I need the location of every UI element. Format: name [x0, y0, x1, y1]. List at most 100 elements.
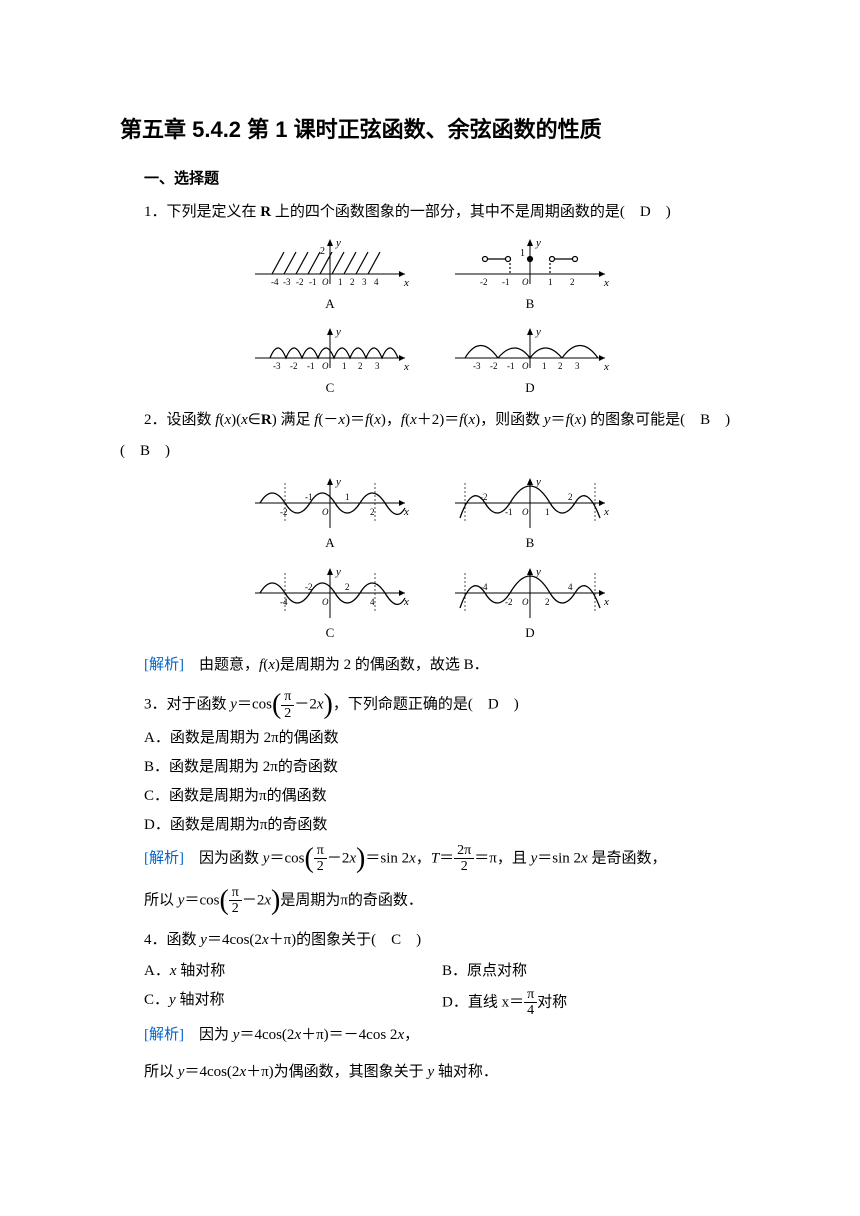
svg-text:3: 3 — [575, 361, 580, 371]
question-2: 2．设函数 f(x)(x∈R) 满足 f(－x)＝f(x)，f(x＋2)＝f(x… — [144, 407, 740, 434]
q1-label-b: B — [526, 292, 535, 315]
question-1: 1．下列是定义在 R 上的四个函数图象的一部分，其中不是周期函数的是( D ) — [144, 199, 740, 226]
svg-text:4: 4 — [374, 277, 379, 287]
svg-text:y: y — [535, 326, 541, 338]
q2-text-tail: 的图象可能是( B ) — [586, 412, 730, 428]
svg-text:-3: -3 — [273, 361, 281, 371]
q1-graph-b: x y 1 -2-1 O 12 — [450, 234, 610, 294]
q3-analysis-l2-end: 是周期为π的奇函数． — [280, 892, 423, 908]
svg-text:2: 2 — [345, 582, 350, 592]
svg-text:O: O — [522, 361, 529, 371]
q2-label-d: D — [525, 621, 534, 644]
svg-text:-2: -2 — [296, 277, 304, 287]
section-header: 一、选择题 — [144, 166, 740, 193]
svg-text:2: 2 — [545, 597, 550, 607]
svg-text:2: 2 — [370, 507, 375, 517]
svg-text:O: O — [322, 277, 329, 287]
q3-analysis-pre: 因为函数 — [184, 850, 263, 866]
q1-label-d: D — [525, 376, 534, 399]
q2-graph-c: x y -22 -44 O — [250, 563, 410, 623]
q2-text-mid2: ， — [386, 412, 401, 428]
svg-text:-3: -3 — [283, 277, 291, 287]
q2-graphs-row1: x y -11 -22 O A x y -22 -11 O B — [120, 473, 740, 554]
svg-text:1: 1 — [548, 277, 553, 287]
q3-opt-d: D．函数是周期为π的奇函数 — [144, 812, 740, 839]
q4-text: 4．函数 y＝4cos(2x＋π)的图象关于( C ) — [144, 932, 421, 948]
svg-text:-1: -1 — [309, 277, 317, 287]
svg-text:2: 2 — [358, 361, 363, 371]
q3-opt-b: B．函数是周期为 2π的奇函数 — [144, 754, 740, 781]
svg-text:O: O — [322, 597, 329, 607]
svg-text:-2: -2 — [480, 277, 488, 287]
q3-opt-c: C．函数是周期为π的偶函数 — [144, 783, 740, 810]
svg-text:4: 4 — [370, 597, 375, 607]
svg-text:x: x — [603, 596, 609, 608]
q2-graph-d: x y -44 -22 O — [450, 563, 610, 623]
svg-text:x: x — [403, 277, 409, 289]
q3-opt-a: A．函数是周期为 2π的偶函数 — [144, 725, 740, 752]
svg-text:y: y — [535, 566, 541, 578]
q2-analysis-text: 由题意，f(x)是周期为 2 的偶函数，故选 B． — [184, 657, 489, 673]
svg-text:2: 2 — [558, 361, 563, 371]
q2-label-a: A — [325, 531, 334, 554]
svg-text:-2: -2 — [490, 361, 498, 371]
q2-graph-b: x y -22 -11 O — [450, 473, 610, 533]
svg-text:1: 1 — [520, 248, 525, 259]
q4-analysis-l1: 因为 y＝4cos(2x＋π)＝－4cos 2x， — [184, 1027, 419, 1043]
svg-text:x: x — [603, 506, 609, 518]
q1-graphs-row2: x y -3 -2 -1 O 1 2 3 C x y -3 -2 -1 O 1 2 3 D — [120, 323, 740, 399]
svg-text:-4: -4 — [271, 277, 279, 287]
svg-text:-2: -2 — [280, 507, 288, 517]
svg-text:x: x — [403, 596, 409, 608]
svg-text:1: 1 — [542, 361, 547, 371]
q1-label-c: C — [326, 376, 335, 399]
page-title: 第五章 5.4.2 第 1 课时正弦函数、余弦函数的性质 — [120, 110, 740, 150]
q1-text: 1．下列是定义在 R 上的四个函数图象的一部分，其中不是周期函数的是( D ) — [144, 204, 671, 220]
svg-text:3: 3 — [362, 277, 367, 287]
q2-text-mid: 满足 — [277, 412, 315, 428]
q3-analysis-l2-pre: 所以 — [144, 892, 178, 908]
svg-text:-4: -4 — [280, 597, 288, 607]
svg-text:3: 3 — [375, 361, 380, 371]
q2-analysis-label: [解析] — [144, 657, 184, 673]
svg-text:x: x — [603, 277, 609, 289]
svg-text:O: O — [522, 277, 529, 287]
q3-text-end: ，下列命题正确的是( D ) — [333, 696, 519, 712]
svg-text:y: y — [335, 237, 341, 249]
svg-text:y: y — [335, 326, 341, 338]
svg-text:-3: -3 — [473, 361, 481, 371]
q4-opt-b: B．原点对称 — [442, 958, 740, 985]
q4-opt-a: A．x 轴对称 — [144, 958, 442, 985]
svg-text:2: 2 — [320, 246, 325, 257]
svg-text:O: O — [322, 507, 329, 517]
q4-opt-c: C．y 轴对称 — [144, 987, 442, 1019]
q4-analysis: [解析] 因为 y＝4cos(2x＋π)＝－4cos 2x， — [144, 1022, 740, 1049]
svg-text:-1: -1 — [502, 277, 510, 287]
svg-text:O: O — [522, 507, 529, 517]
q4-opt-d: D．直线 x＝π4对称 — [442, 987, 740, 1019]
svg-text:4: 4 — [568, 582, 573, 592]
svg-text:-1: -1 — [507, 361, 515, 371]
svg-text:2: 2 — [570, 277, 575, 287]
svg-text:y: y — [335, 566, 341, 578]
q3-analysis-l2: 所以 y＝cos(π2－2x)是周期为π的奇函数． — [144, 885, 740, 917]
q4-options-row1: A．x 轴对称 B．原点对称 — [144, 958, 740, 985]
q1-graph-d: x y -3 -2 -1 O 1 2 3 — [450, 323, 610, 378]
svg-text:1: 1 — [545, 507, 550, 517]
svg-text:x: x — [603, 361, 609, 373]
svg-text:x: x — [403, 506, 409, 518]
q3-analysis-l1: [解析] 因为函数 y＝cos(π2－2x)＝sin 2x，T＝2π2＝π，且 … — [144, 843, 740, 875]
q4-analysis-l2: 所以 y＝4cos(2x＋π)为偶函数，其图象关于 y 轴对称． — [144, 1059, 740, 1086]
q1-graph-c: x y -3-2-1 O 123 — [250, 323, 410, 378]
question-4: 4．函数 y＝4cos(2x＋π)的图象关于( C ) — [144, 927, 740, 954]
q2-graphs-row2: x y -22 -44 O C x y -44 -22 O D — [120, 563, 740, 644]
q3-analysis-mid2: ＝π，且 y＝sin 2x 是奇函数， — [474, 850, 666, 866]
svg-text:1: 1 — [338, 277, 343, 287]
q2-label-b: B — [526, 531, 535, 554]
q2-label-c: C — [326, 621, 335, 644]
q1-label-a: A — [325, 292, 334, 315]
q2-answer-bracket: ( B ) — [120, 438, 740, 465]
svg-text:y: y — [335, 476, 341, 488]
q2-text-pre: 2．设函数 — [144, 412, 215, 428]
q1-graphs-row1: x y 2 -4-3-2-1 O 1234 A x y 1 -2-1 O 12 — [120, 234, 740, 315]
